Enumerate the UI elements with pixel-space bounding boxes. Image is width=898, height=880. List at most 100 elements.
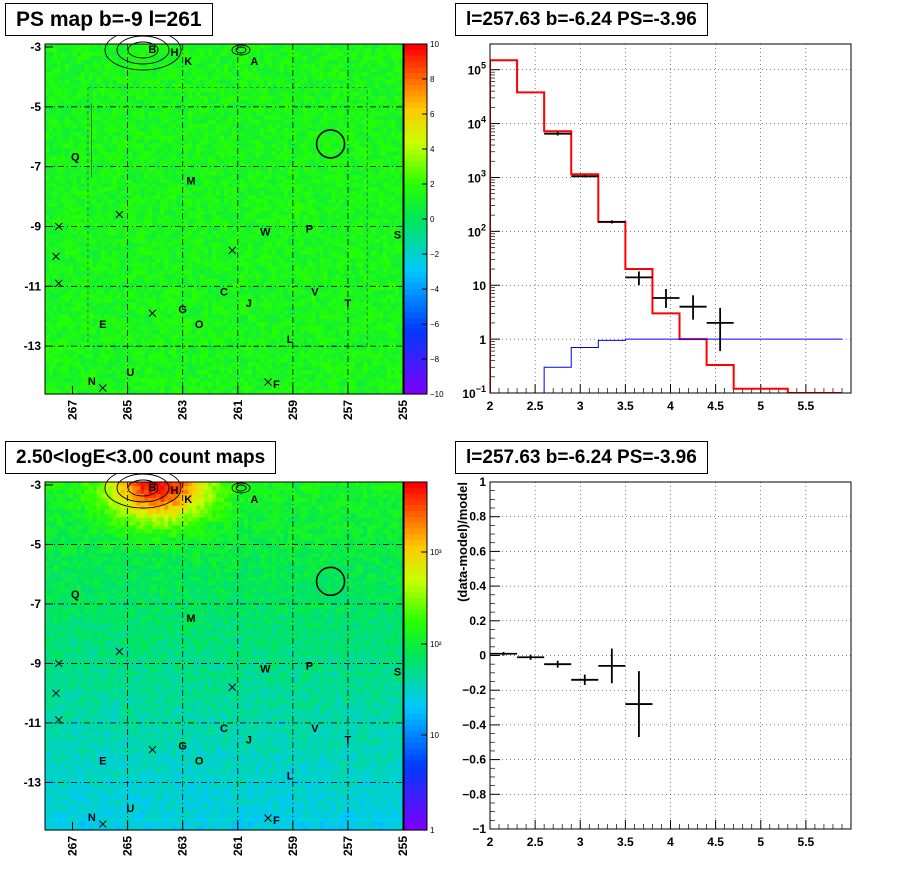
map-pixel [52,270,58,276]
map-pixel [216,378,221,383]
map-pixel [239,55,245,61]
map-pixel [204,187,209,192]
map-pixel [124,326,130,331]
map-pixel [267,262,273,268]
map-pixel [84,270,90,276]
map-pixel [160,262,165,268]
map-pixel [136,306,142,312]
map-pixel [96,71,102,77]
map-pixel [64,366,70,371]
map-pixel [104,119,110,125]
map-pixel [96,75,102,81]
map-pixel [100,362,106,367]
map-pixel [116,294,122,300]
map-pixel [52,234,58,240]
map-pixel [140,83,146,89]
map-pixel [231,187,237,192]
map-pixel [196,167,201,172]
map-pixel [92,294,98,300]
map-pixel [192,131,197,137]
map-pixel [168,179,173,184]
map-pixel [172,330,177,335]
map-pixel [136,314,142,320]
map-pixel [88,238,94,244]
map-pixel [104,290,110,296]
map-pixel [168,63,173,69]
map-pixel [227,298,233,304]
map-pixel [152,139,157,145]
map-pixel [120,310,126,316]
map-pixel [263,127,269,133]
map-pixel [263,139,269,145]
map-pixel [128,67,134,73]
map-pixel [56,219,62,224]
map-pixel [48,246,54,252]
map-pixel [52,219,58,224]
map-pixel [112,390,118,395]
map-pixel [227,155,233,160]
map-pixel [120,91,126,97]
map-pixel [108,151,114,156]
map-pixel [184,47,189,53]
map-pixel [64,226,70,232]
map-pixel [144,390,150,395]
map-pixel [180,362,185,367]
map-pixel [267,139,273,145]
map-pixel [88,135,94,141]
map-pixel [120,254,126,260]
map-pixel [188,278,193,284]
map-pixel [243,282,249,288]
map-pixel [196,95,201,101]
map-pixel [200,95,205,101]
map-pixel [196,314,201,320]
map-pixel [184,362,189,367]
map-pixel [196,119,201,125]
map-pixel [96,44,102,49]
map-pixel [160,354,165,359]
map-pixel [88,199,94,204]
map-pixel [172,238,177,244]
map-pixel [208,290,213,296]
map-pixel [108,175,114,180]
map-pixel [60,179,66,184]
map-pixel [164,266,169,272]
map-pixel [255,306,261,312]
map-pixel [196,163,201,168]
map-pixel [116,63,122,69]
map-pixel [96,167,102,172]
map-pixel [156,374,161,379]
map-pixel [251,234,257,240]
map-pixel [140,234,146,240]
map-pixel [140,370,146,375]
map-pixel [204,67,209,73]
map-pixel [180,195,185,200]
map-pixel [243,358,249,363]
map-pixel [52,302,58,308]
map-pixel [112,191,118,196]
map-pixel [224,246,229,252]
map-pixel [184,278,189,284]
map-pixel [48,159,54,164]
map-pixel [192,91,197,97]
map-pixel [224,254,229,260]
map-pixel [188,87,193,93]
map-pixel [200,366,205,371]
map-pixel [116,226,122,232]
map-pixel [92,258,98,264]
map-pixel [200,195,205,200]
map-pixel [108,131,114,137]
map-pixel [64,67,70,73]
map-pixel [243,55,249,61]
map-pixel [108,191,114,196]
map-pixel [192,163,197,168]
map-pixel [112,302,118,308]
map-pixel [45,95,50,101]
map-pixel [152,278,157,284]
map-pixel [48,211,54,216]
map-pixel [112,171,118,176]
map-pixel [224,44,229,49]
map-pixel [255,298,261,304]
map-pixel [124,290,130,296]
map-pixel [84,250,90,256]
map-pixel [76,47,82,53]
